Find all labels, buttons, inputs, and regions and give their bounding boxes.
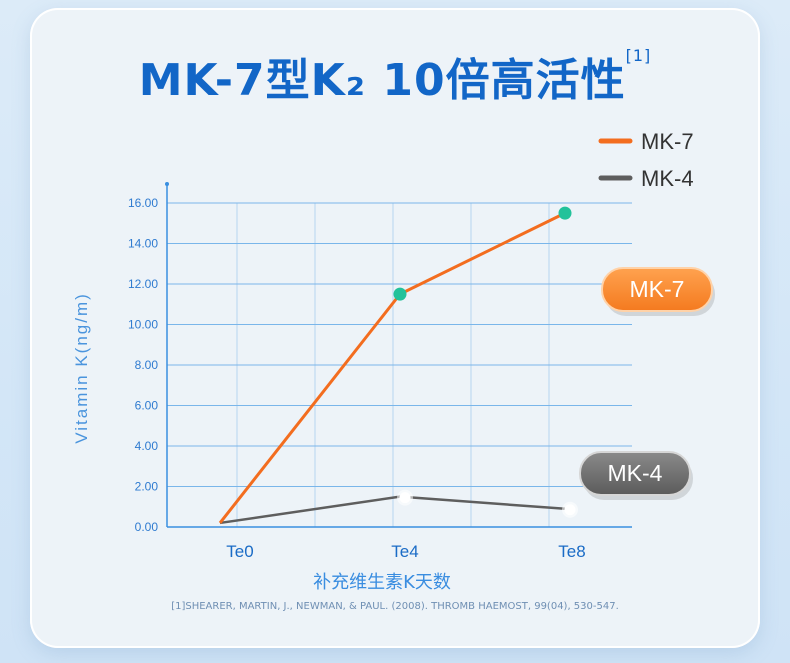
data-point-mk7 <box>393 287 407 301</box>
data-point-mk4 <box>564 504 576 516</box>
series-pill-label <box>579 451 691 496</box>
citation-footnote: [1]SHEARER, MARTIN, J., NEWMAN, & PAUL. … <box>171 601 619 612</box>
y-tick-label: 4.00 <box>135 439 159 453</box>
series-pill-text: MK-4 <box>608 460 663 486</box>
data-point-mk4 <box>399 492 411 504</box>
x-tick-label: Te8 <box>558 542 585 561</box>
y-tick-label: 12.00 <box>128 277 158 291</box>
y-tick-label: 0.00 <box>135 520 159 534</box>
x-tick-label: Te4 <box>391 542 418 561</box>
chart-card <box>30 8 760 648</box>
series-line-mk-4 <box>219 495 566 525</box>
x-tick-label: Te0 <box>226 542 253 561</box>
y-tick-label: 2.00 <box>135 480 159 494</box>
series-pill-label <box>601 267 713 312</box>
y-tick-label: 6.00 <box>135 399 159 413</box>
x-axis-label: 补充维生素K天数 <box>313 572 451 593</box>
y-tick-label: 8.00 <box>135 358 159 372</box>
y-tick-label: 14.00 <box>128 237 158 251</box>
y-axis-arrow-dot <box>165 182 169 186</box>
legend-label: MK-7 <box>641 129 694 154</box>
legend-label: MK-4 <box>641 166 694 191</box>
series-pill-text: MK-7 <box>630 276 685 302</box>
y-tick-label: 10.00 <box>128 318 158 332</box>
y-axis-label: Vitamin K(ng/m) <box>72 292 91 444</box>
series-line-mk-7 <box>218 211 566 524</box>
title-reference: [1] <box>625 46 652 65</box>
y-tick-label: 16.00 <box>128 196 158 210</box>
data-point-mk7 <box>558 206 572 220</box>
page-title: MK-7型K₂ 10倍高活性[1] <box>0 44 790 108</box>
title-text: MK-7型K₂ 10倍高活性 <box>138 55 626 106</box>
